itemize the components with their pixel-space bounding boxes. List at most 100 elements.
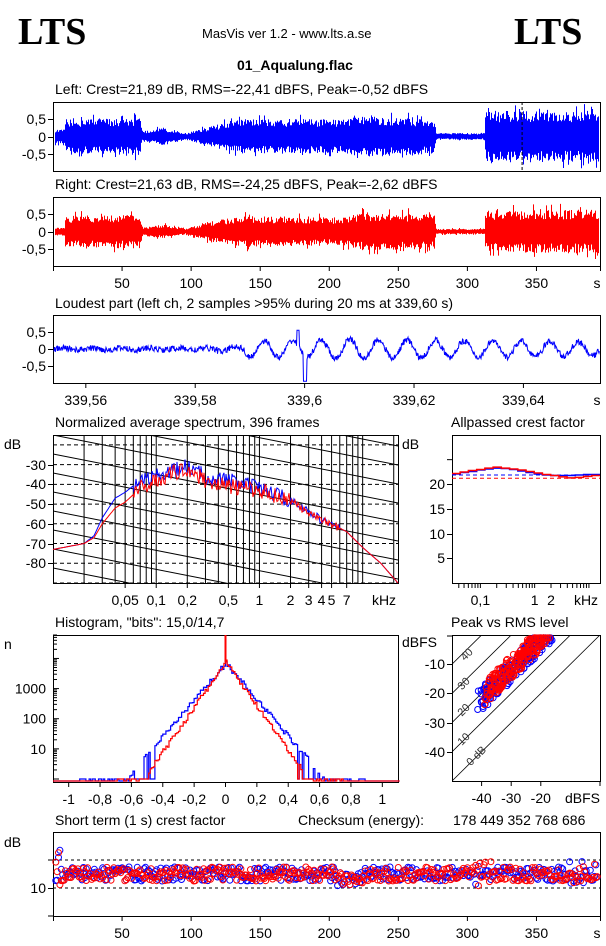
spectrum-slope-line [53,548,229,583]
short-term-right-point [520,869,528,877]
peak-rms-crest-label: 30 [456,675,473,692]
short-term-right-point [527,877,535,885]
histogram-left-series [53,661,400,782]
short-term-right-point [299,869,307,877]
short-term-xtick-label: 200 [318,925,342,941]
short-term-right-point [347,871,355,879]
peak-rms-xtick-label: -20 [531,790,551,806]
short-term-right-point [124,874,132,882]
spectrum-slope-line [53,264,398,332]
spectrum-xtick-label: 1 [256,592,264,608]
histogram-right-series [53,659,400,782]
peak-rms-right-point [537,642,545,650]
left-waveform-title: Left: Crest=21,89 dB, RMS=-22,41 dBFS, P… [55,81,429,97]
short-term-right-point [329,865,337,873]
histogram-xtick-label: -0,2 [182,791,206,807]
short-term-right-point [207,875,214,883]
spectrum-ytick-label: -40 [26,476,46,492]
short-term-right-point [334,874,342,882]
checksum-value: 178 449 352 768 686 [453,812,586,828]
time-axis-tick-label: 150 [249,275,273,291]
checksum-label: Checksum (energy): [298,812,425,828]
peak-rms-ytick-label: -30 [425,715,445,731]
peak-rms-right-point [520,643,528,651]
spectrum-xtick-label: 4 [318,592,326,608]
peak-rms-right-point [532,647,540,655]
short-term-right-point [574,877,582,885]
short-term-right-point [316,876,324,884]
short-term-right-point [212,867,220,875]
peak-rms-left-point [479,703,487,710]
left-waveform-frame [53,102,601,172]
spectrum-slope-line [53,321,398,389]
short-term-right-point [581,868,589,876]
histogram-ytick-label: 100 [23,711,47,727]
histogram-xtick-label: 0,6 [310,791,330,807]
short-term-right-point [184,870,192,878]
left-waveform-ytick-label: 0 [38,129,46,145]
short-term-right-point [84,864,91,872]
peak-rms-right-point [526,656,534,664]
right-waveform-ytick-label: -0,5 [22,241,46,257]
short-term-xtick-label: 300 [456,925,480,941]
short-term-right-point [516,865,524,873]
spectrum-xtick-label: 5 [328,592,336,608]
allpassed-xtick-label: 1 [531,592,539,608]
right-waveform-frame [53,197,601,267]
short-term-right-point [512,864,520,872]
peak-rms-title: Peak vs RMS level [451,614,569,630]
short-term-right-point [400,868,408,876]
short-term-right-point [52,858,60,866]
short-term-right-point [367,866,375,873]
short-term-right-point [487,858,495,866]
short-term-right-point [394,864,402,871]
allpassed-xtick-label: 0,1 [471,592,491,608]
short-term-right-point [526,875,534,883]
peak-rms-crest-line [452,635,571,753]
short-term-right-point [147,865,155,873]
peak-rms-right-point [517,651,525,659]
short-term-right-point [128,874,136,882]
short-term-right-point [227,868,235,876]
short-term-right-point [472,861,480,869]
short-term-right-point [430,866,438,874]
peak-rms-right-point [481,701,489,709]
short-term-right-point [291,869,299,877]
peak-rms-ytick-label: -40 [425,744,445,760]
short-term-right-point [374,876,382,884]
short-term-right-point [357,878,365,886]
short-term-right-point [382,864,390,872]
peak-rms-right-point [527,642,535,650]
histogram-xtick-label: -0,6 [119,791,143,807]
short-term-right-point [555,866,563,874]
left-waveform-ytick-label: 0,5 [27,111,47,127]
left-waveform-trace [55,104,599,169]
short-term-right-point [328,863,336,871]
loudest-part-x-unit: s [594,392,601,408]
short-term-right-point [247,866,254,874]
spectrum-ytick-label: -50 [26,496,46,512]
histogram-ylabel: n [4,636,12,652]
peak-rms-x-unit: dBFS [565,790,600,806]
short-term-right-point [575,865,583,873]
short-term-right-point [591,860,598,868]
short-term-right-point [219,876,227,884]
peak-rms-right-point [495,676,502,684]
short-term-right-point [118,866,126,874]
spectrum-ytick-label: -30 [26,457,46,473]
allpassed-ytick-label: 5 [437,550,445,566]
short-term-right-point [218,873,225,880]
short-term-right-point [282,864,290,871]
loudest-part-xtick-label: 339,58 [174,392,217,408]
peak-rms-right-point [494,665,502,673]
short-term-right-point [251,875,259,883]
peak-rms-right-point [514,661,522,668]
spectrum-x-unit: kHz [372,592,396,608]
short-term-right-point [183,865,191,873]
short-term-xtick-label: 100 [179,925,203,941]
peak-rms-left-point [474,687,482,695]
peak-rms-right-point [489,685,497,693]
spectrum-slope-line [53,472,398,542]
peak-rms-right-point [520,646,528,654]
